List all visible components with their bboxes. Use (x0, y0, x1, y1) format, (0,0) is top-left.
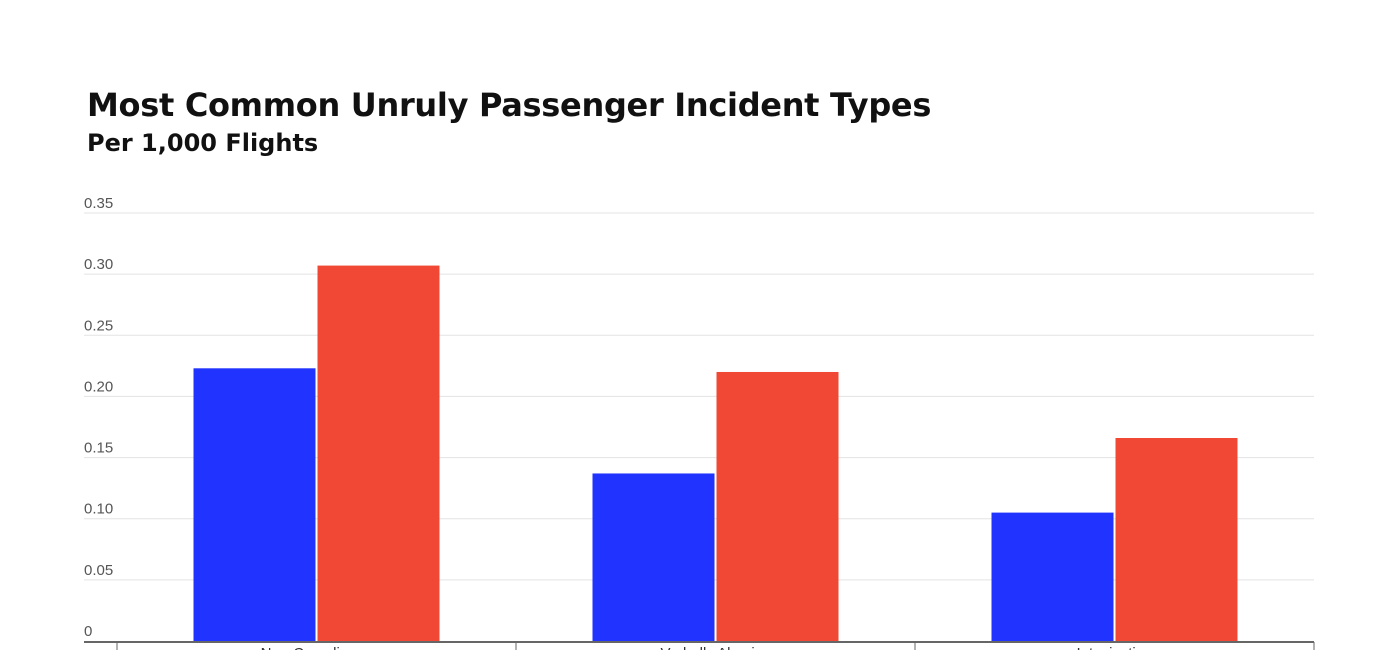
chart-title: Most Common Unruly Passenger Incident Ty… (87, 86, 932, 124)
bar (193, 368, 316, 641)
x-category-label: Non-Compliance (261, 645, 373, 650)
bar (991, 512, 1114, 641)
y-tick-label: 0.05 (84, 562, 113, 579)
bar (317, 265, 440, 641)
y-tick-label: 0.10 (84, 501, 113, 518)
x-category-label: Intoxication (1077, 645, 1153, 650)
y-tick-label: 0 (84, 623, 92, 640)
y-tick-label: 0.25 (84, 317, 113, 334)
bar (1115, 438, 1238, 641)
y-tick-label: 0.20 (84, 378, 113, 395)
bar (716, 371, 839, 641)
y-tick-label: 0.35 (84, 195, 113, 212)
y-tick-label: 0.30 (84, 256, 113, 273)
bar (592, 473, 715, 641)
chart-subtitle: Per 1,000 Flights (87, 129, 319, 157)
y-tick-label: 0.15 (84, 440, 113, 457)
x-category-label: Verbally Abusive (660, 645, 770, 650)
